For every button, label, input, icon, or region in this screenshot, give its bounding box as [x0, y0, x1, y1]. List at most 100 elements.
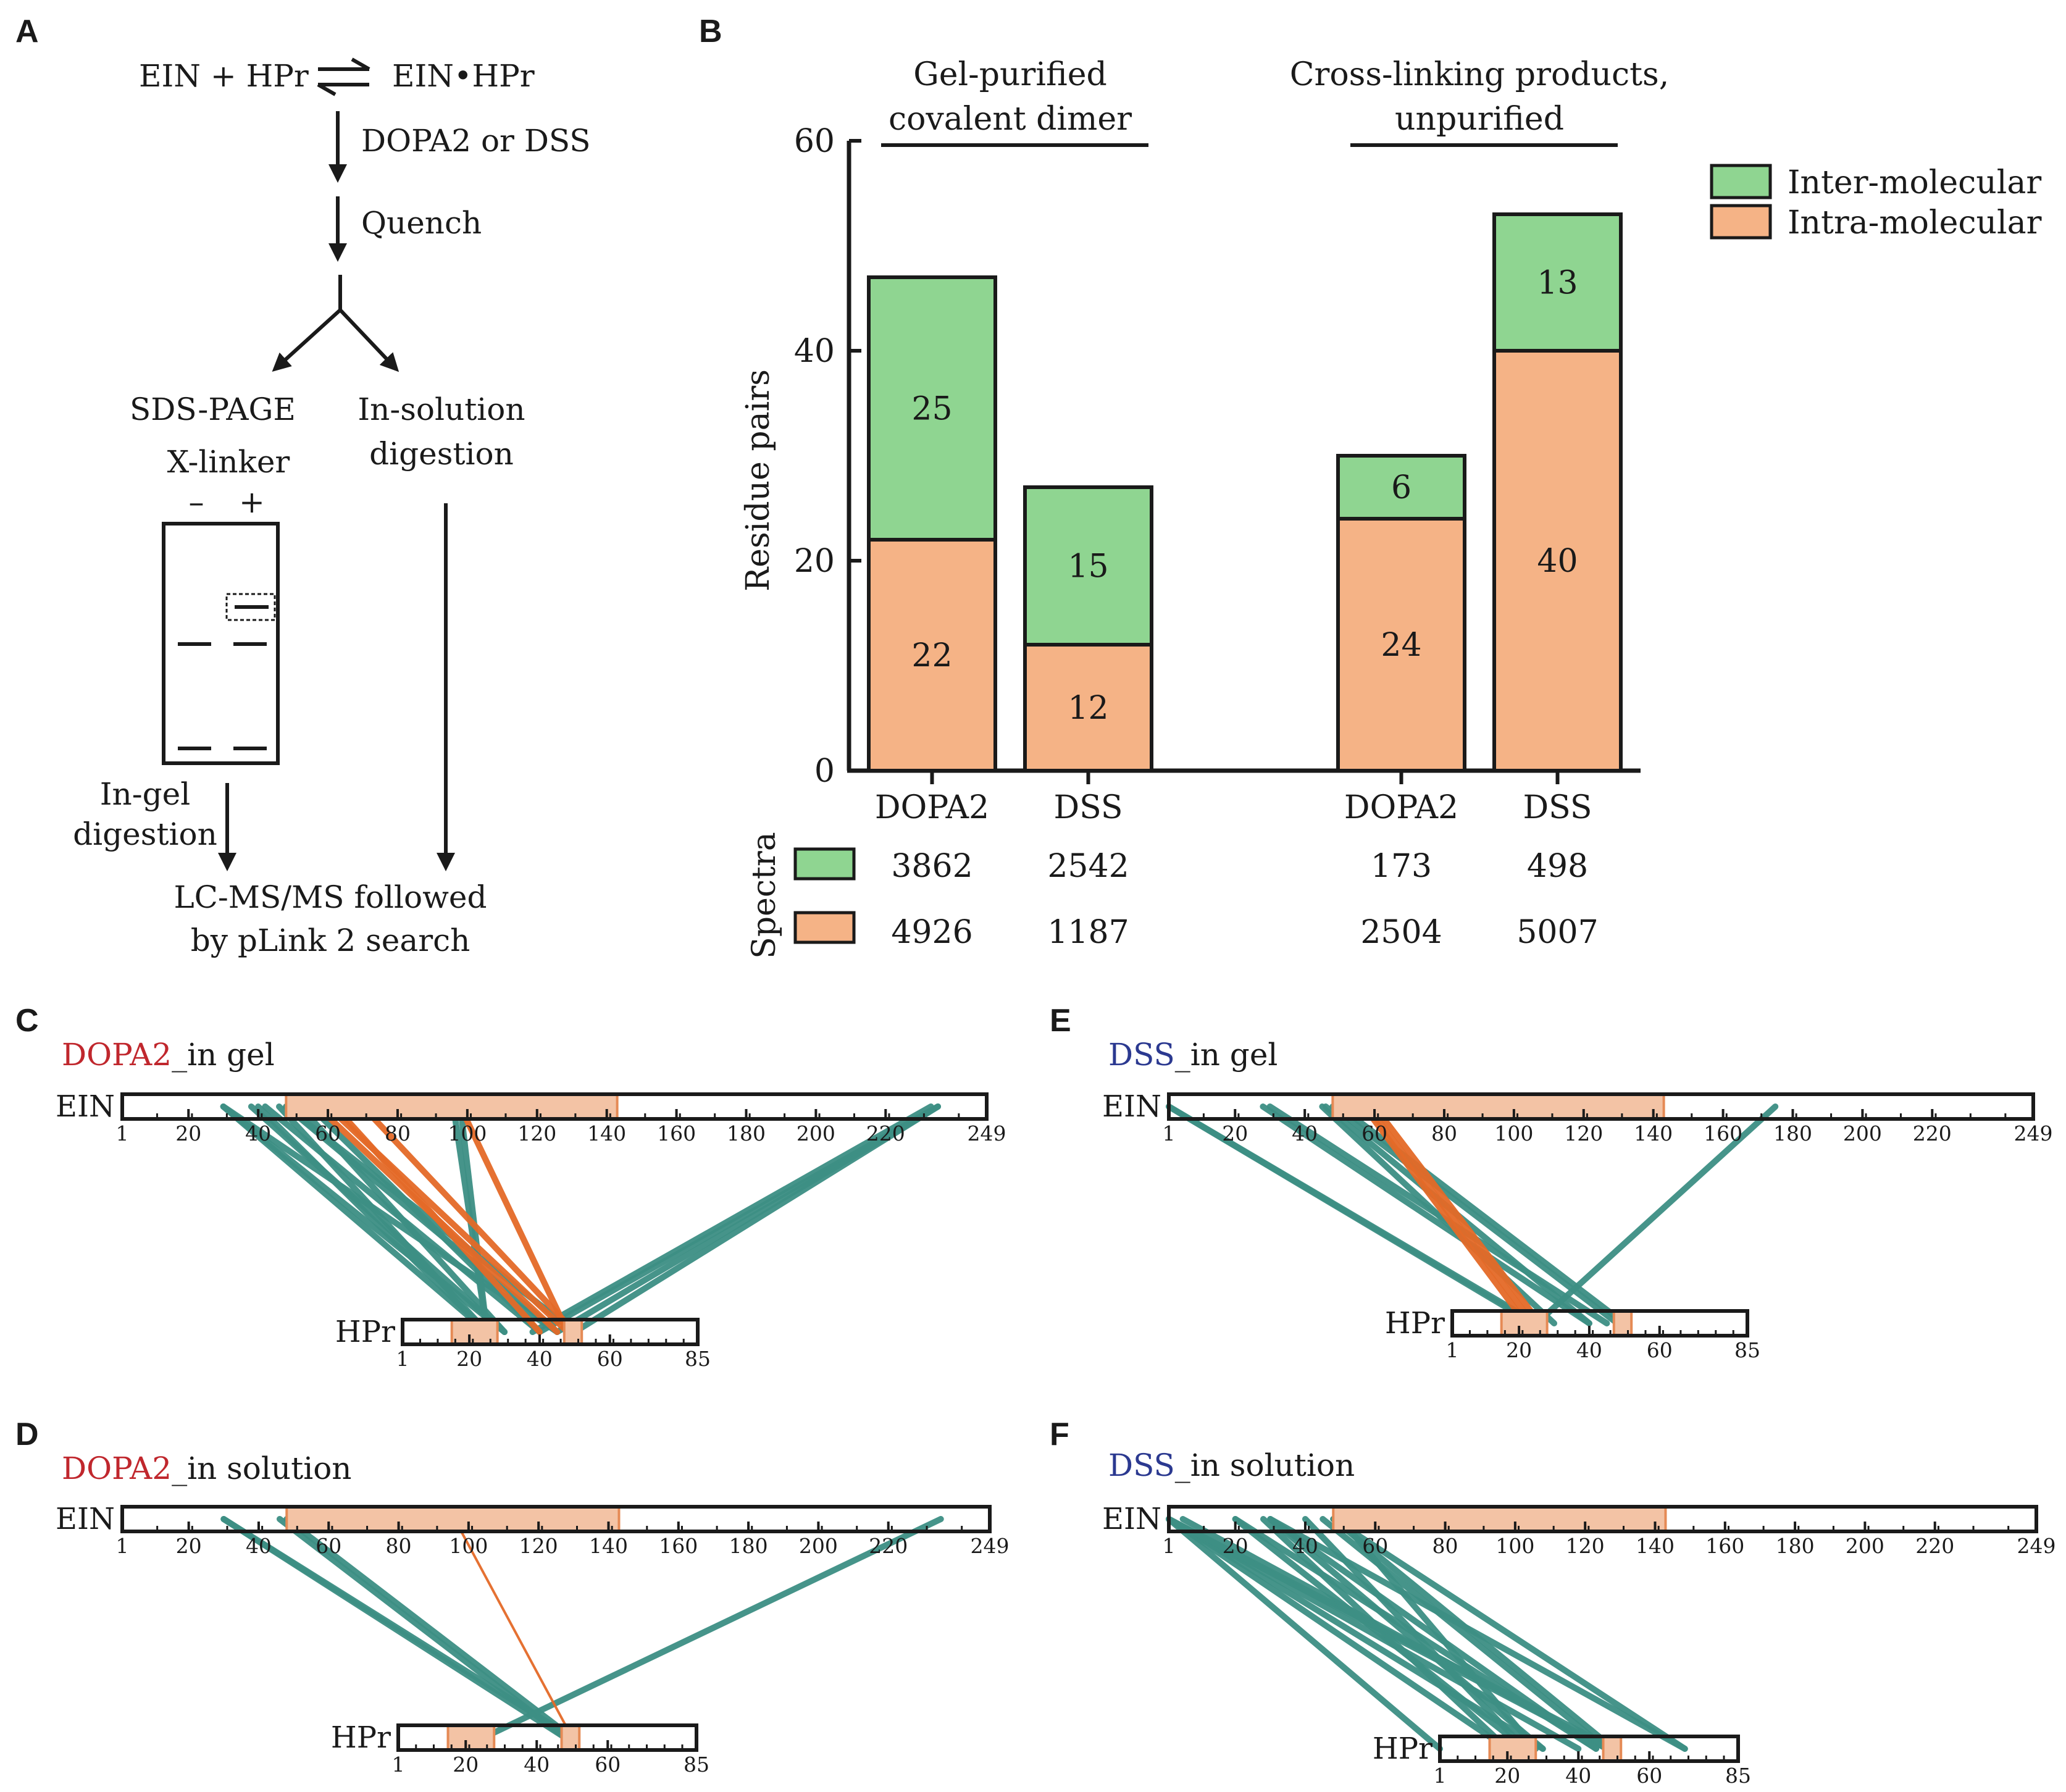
- link-intra: [457, 1103, 571, 1335]
- ein-tick-label: 249: [968, 1121, 1006, 1145]
- spectra-values: 3862 2542 173 498 4926 1187 2504 5007: [891, 848, 1598, 951]
- link-intra: [1371, 1103, 1544, 1326]
- link-inter: [1533, 1103, 1779, 1326]
- bar-inter: [867, 275, 997, 542]
- spectra-value-intra: 4926: [891, 914, 972, 951]
- link-inter: [529, 1103, 934, 1335]
- ein-tick-label: 200: [1846, 1534, 1884, 1558]
- hpr-tick-label: 1: [396, 1347, 409, 1371]
- ein-tick-label: 200: [1843, 1121, 1882, 1145]
- ein-label: EIN: [1102, 1502, 1161, 1536]
- ein-track: [120, 1092, 989, 1121]
- panel-d-title: DOPA2_in solution: [62, 1451, 352, 1486]
- equilibrium-arrows: [317, 57, 370, 96]
- ein-tick-label: 160: [657, 1121, 696, 1145]
- link-inter: [1329, 1103, 1621, 1326]
- bar-label-intra: 24: [1381, 627, 1421, 664]
- ein-track: [120, 1505, 992, 1533]
- ein-label: EIN: [56, 1089, 115, 1124]
- spectra-swatch-inter: [793, 847, 856, 881]
- branch-arrows: [272, 275, 399, 372]
- hpr-track: [396, 1723, 698, 1752]
- hpr-tick-label: 60: [595, 1752, 621, 1777]
- plus-lane-label: +: [239, 484, 265, 520]
- ein-tick-label: 100: [1494, 1121, 1533, 1145]
- ein-track: [1167, 1092, 2035, 1121]
- hpr-tick-label: 60: [1647, 1338, 1673, 1362]
- panel-letter-e: E: [1050, 1003, 1071, 1039]
- in-solution-text: In-solution: [358, 391, 525, 427]
- hpr-tick-label: 60: [1636, 1764, 1662, 1788]
- panel-c-suffix: _in gel: [172, 1037, 275, 1073]
- y-tick-label: 20: [794, 543, 835, 580]
- ein-tick-label: 80: [1431, 1121, 1457, 1145]
- bar-label-intra: 22: [911, 637, 952, 674]
- panel-c-crosslinker: DOPA2: [62, 1037, 172, 1073]
- bar-inter: [1336, 454, 1466, 521]
- gel-bands: [178, 605, 269, 750]
- panel-d-crosslinker: DOPA2: [62, 1451, 172, 1486]
- ein-tick-label: 80: [385, 1121, 411, 1145]
- ein-tick-label: 1: [116, 1121, 129, 1145]
- ein-tick-label: 160: [659, 1534, 698, 1558]
- link-inter: [296, 1103, 508, 1335]
- hpr-track: [1438, 1735, 1740, 1763]
- ein-label: EIN: [1102, 1089, 1161, 1124]
- reaction-right-text: EIN•HPr: [392, 58, 535, 94]
- hpr-tick-label: 1: [1434, 1764, 1447, 1788]
- links: [220, 1103, 941, 1335]
- ein-tick-label: 20: [1223, 1534, 1248, 1558]
- legend: Inter-molecular Intra-molecular: [1710, 164, 2042, 241]
- link-inter: [1166, 1103, 1540, 1326]
- link-inter: [1260, 1103, 1592, 1326]
- step2-text: Quench: [361, 205, 482, 241]
- panel-e-suffix: _in gel: [1175, 1037, 1278, 1073]
- hpr-tick-label: 20: [456, 1347, 482, 1371]
- link-intra: [453, 1518, 574, 1739]
- ein-active-region: [1331, 1093, 1665, 1120]
- ein-active-region: [285, 1505, 621, 1533]
- hpr-tick-label: 85: [1725, 1764, 1751, 1788]
- hpr-tick-label: 40: [1576, 1338, 1602, 1362]
- panel-letter-f: F: [1050, 1417, 1069, 1452]
- bar-label-inter: 13: [1537, 265, 1578, 302]
- panel-c-title: DOPA2_in gel: [62, 1037, 275, 1073]
- ein-tick-label: 20: [1222, 1121, 1248, 1145]
- ein-tick-label: 60: [316, 1534, 341, 1558]
- ein-label: EIN: [56, 1502, 115, 1536]
- links: [220, 1516, 944, 1741]
- ein-tick-label: 100: [449, 1534, 488, 1558]
- step1-text: DOPA2 or DSS: [361, 123, 591, 159]
- ein-tick-label: 180: [727, 1121, 766, 1145]
- y-tick-label: 60: [794, 123, 835, 160]
- ein-tick-label: 220: [1915, 1534, 1954, 1558]
- spectra-value-intra: 2504: [1360, 914, 1442, 951]
- bar-label-inter: 25: [911, 391, 952, 428]
- hpr-tick-label: 85: [685, 1347, 711, 1371]
- hpr-tick-label: 20: [1494, 1764, 1520, 1788]
- ein-tick-label: 180: [729, 1534, 768, 1558]
- link-inter: [1267, 1516, 1546, 1752]
- link-inter: [1260, 1516, 1511, 1752]
- hpr-tick-label: 85: [1734, 1338, 1760, 1362]
- ein-tick-label: 140: [589, 1534, 628, 1558]
- hpr-tick-label: 1: [1446, 1338, 1459, 1362]
- ein-tick-label: 120: [1566, 1534, 1605, 1558]
- ein-tick-label: 120: [1564, 1121, 1603, 1145]
- link-inter: [283, 1516, 575, 1741]
- panel-f-crosslinker: DSS: [1108, 1447, 1175, 1483]
- spectra-value-inter: 3862: [891, 848, 972, 885]
- bar-intra: [1023, 643, 1153, 772]
- bar-intra: [1492, 349, 1623, 772]
- ein-tick-label: 140: [587, 1121, 626, 1145]
- bar-intra: [867, 538, 997, 772]
- panel-letter-c: C: [15, 1003, 39, 1039]
- gel-box: [162, 522, 280, 765]
- link-intra: [1364, 1103, 1536, 1326]
- ein-tick-label: 40: [245, 1121, 271, 1145]
- ein-tick-label: 249: [2014, 1121, 2053, 1145]
